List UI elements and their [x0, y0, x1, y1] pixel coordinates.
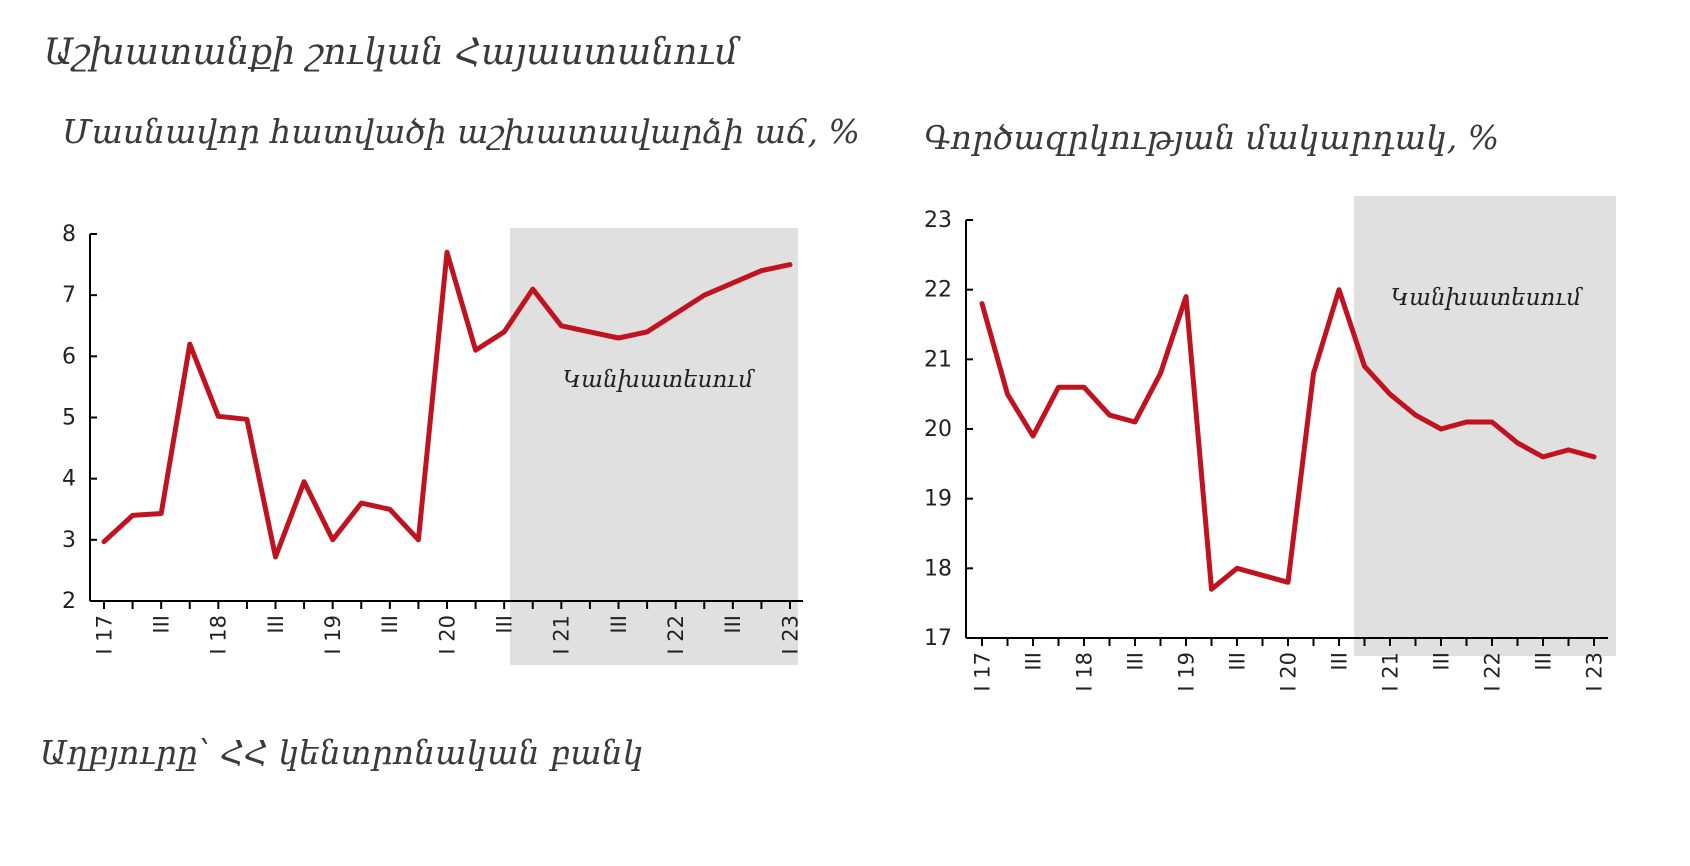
- x-tick-label: III: [150, 615, 174, 634]
- x-tick-label: I 21: [550, 615, 574, 655]
- y-tick-label: 2: [62, 589, 76, 614]
- wage-growth-chart: 2 3 4 5 6 7 8 I 17 III I 18 III I 19 III I 20 III I 21 I…: [62, 222, 803, 665]
- y-tick-label: 20: [924, 417, 952, 442]
- x-tick-label: III: [1327, 652, 1351, 671]
- x-tick-label: I 20: [435, 615, 459, 655]
- source-note: Աղբյուրը՝ ՀՀ կենտրոնական բանկ: [40, 733, 644, 772]
- forecast-region: [510, 228, 798, 665]
- x-tick-label: I 23: [1582, 652, 1606, 692]
- forecast-label: Կանխատեսում: [563, 367, 756, 393]
- chart-title-unemployment: Գործազրկության մակարդակ, %: [924, 118, 1500, 157]
- y-tick-label: 6: [62, 344, 76, 369]
- series-line: [979, 287, 1597, 592]
- y-tick-label: 22: [924, 278, 952, 303]
- x-tick-label: III: [607, 615, 631, 634]
- y-tick-label: 19: [924, 487, 952, 512]
- x-tick-label: I 22: [1480, 652, 1504, 692]
- x-tick-label: III: [1531, 652, 1555, 671]
- x-tick-label: I 19: [1174, 652, 1198, 692]
- y-tick-label: 17: [924, 626, 952, 651]
- x-tick-label: I 21: [1378, 652, 1402, 692]
- x-tick-label: I 18: [1072, 652, 1096, 692]
- x-tick-label: I 20: [1276, 652, 1300, 692]
- x-tick-label: III: [1429, 652, 1453, 671]
- x-tick-label: III: [378, 615, 402, 634]
- y-tick-label: 8: [62, 222, 76, 247]
- x-tick-label: III: [264, 615, 288, 634]
- x-tick-label: I 18: [207, 615, 231, 655]
- x-tick-label: III: [721, 615, 745, 634]
- x-tick-label: I 19: [321, 615, 345, 655]
- x-tick-label: I 17: [92, 615, 116, 655]
- y-tick-label: 4: [62, 467, 76, 492]
- x-tick-label: I 23: [778, 615, 802, 655]
- y-tick-label: 7: [62, 283, 76, 308]
- unemployment-chart: 17 18 19 20 21 22 23 I 17 III I 18 III I 19 III I 20 I…: [924, 196, 1616, 692]
- x-tick-label: III: [1021, 652, 1045, 671]
- y-tick-label: 5: [62, 406, 76, 431]
- chart-title-wages: Մասնավոր հատվածի աշխատավարձի աճ, %: [62, 112, 860, 151]
- forecast-region: [1354, 196, 1616, 656]
- y-tick-label: 3: [62, 528, 76, 553]
- x-tick-label: III: [493, 615, 517, 634]
- page-title: Աշխատանքի շուկան Հայաստանում: [44, 32, 739, 73]
- y-tick-label: 18: [924, 556, 952, 581]
- forecast-label: Կանխատեսում: [1391, 285, 1584, 311]
- series-line: [101, 249, 793, 560]
- x-tick-label: I 17: [970, 652, 994, 692]
- x-tick-label: III: [1225, 652, 1249, 671]
- y-tick-label: 23: [924, 208, 952, 233]
- x-tick-label: I 22: [664, 615, 688, 655]
- y-tick-label: 21: [924, 347, 952, 372]
- x-tick-label: III: [1123, 652, 1147, 671]
